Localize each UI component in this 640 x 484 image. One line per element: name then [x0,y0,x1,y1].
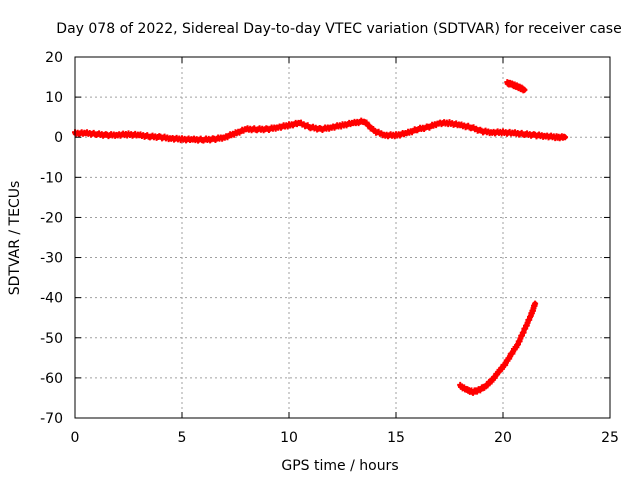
x-tick-label: 10 [280,430,298,446]
y-tick-label: -20 [40,210,63,226]
x-tick-label: 20 [494,430,512,446]
y-tick-label: 0 [54,130,63,146]
series-layer [72,79,569,396]
y-tick-label: -10 [40,170,63,186]
x-tick-label: 0 [71,430,80,446]
series-trace [72,118,568,143]
x-tick-label: 25 [601,430,619,446]
y-tick-label: -70 [40,411,63,427]
series-trace [457,301,538,395]
x-tick-label: 15 [387,430,405,446]
series-lower-arc [457,300,539,396]
x-tick-label: 5 [178,430,187,446]
y-tick-label: 20 [45,50,63,66]
y-tick-label: -30 [40,251,63,267]
series-upper-arc [504,79,528,94]
y-tick-label: -40 [40,291,63,307]
plot-frame [74,56,611,419]
y-tick-label: -60 [40,371,63,387]
y-axis-label: SDTVAR / TECUs [7,181,23,296]
series-main-track [72,117,569,144]
tick-layer: 0 5 10 15 20 25 20 10 0 -10 -20 -30 -40 -50 -60 -70 [40,50,619,446]
y-tick-label: -50 [40,331,63,347]
series-trace [504,80,527,93]
chart-title: Day 078 of 2022, Sidereal Day-to-day VTE… [56,21,621,37]
x-axis-label: GPS time / hours [281,458,398,474]
y-tick-label: 10 [45,90,63,106]
